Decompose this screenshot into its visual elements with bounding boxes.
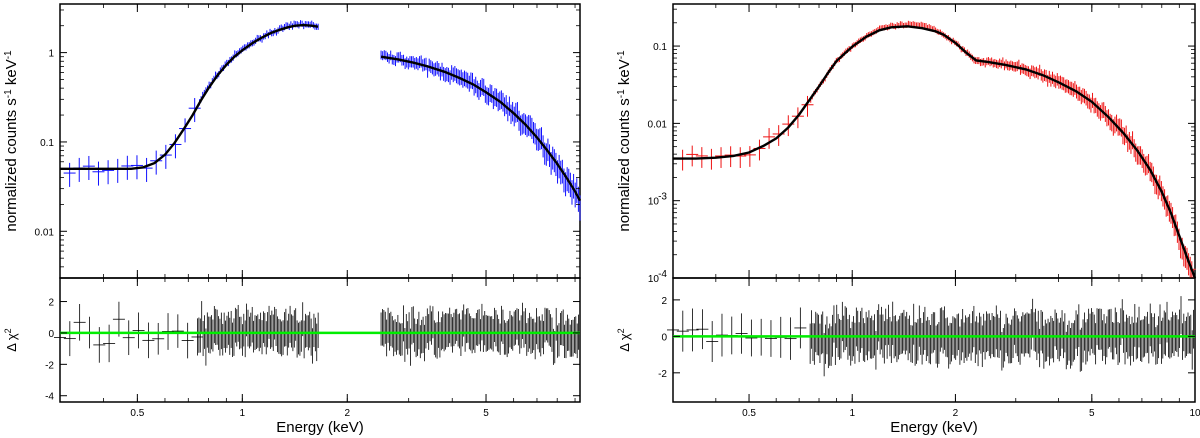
x-tick-label: 1 <box>240 408 246 419</box>
y-tick-exponent: -3 <box>658 192 667 203</box>
spectrum-data-points <box>63 20 581 221</box>
y-tick-label: 1 <box>48 49 54 60</box>
residual-axis-title-sup: 2 <box>616 328 626 333</box>
y-axis-title-part: -1 <box>616 89 627 98</box>
left-spectrum-panel: 0.01 0.1 1 -4 -2 0 2 0.5 1 2 5 Energy (keV) normaliz… <box>3 3 582 436</box>
residual-y-tick-label: -4 <box>45 392 54 403</box>
y-axis-title-part: keV <box>616 59 633 89</box>
y-axis-title-part: -1 <box>616 50 627 59</box>
y-axis-title-part: normalized counts s <box>3 98 20 231</box>
y-tick-label: 0.01 <box>648 119 668 130</box>
residual-axis-title: Δ χ2 <box>3 328 19 351</box>
residual-y-tick-label: -2 <box>658 369 667 380</box>
y-axis-title-part: -1 <box>3 50 14 59</box>
y-axis-title: normalized counts s-1 keV-1 <box>616 50 634 232</box>
x-tick-label: 2 <box>953 408 959 419</box>
x-tick-label: 5 <box>1089 408 1095 419</box>
x-tick-label: 0.5 <box>130 408 144 419</box>
model-curve <box>60 23 319 170</box>
x-tick-label: 1 <box>849 408 855 419</box>
y-axis-title-part: normalized counts s <box>616 98 633 231</box>
spectrum-plot-frame <box>59 3 581 279</box>
residual-y-tick-label: 0 <box>48 329 54 340</box>
y-axis-title-part: -1 <box>3 89 14 98</box>
x-axis-title: Energy (keV) <box>276 419 364 436</box>
residual-y-tick-label: 2 <box>48 298 54 309</box>
residual-y-tick-label: 0 <box>661 332 667 343</box>
y-tick-label: 0.1 <box>653 42 667 53</box>
y-tick-label: 0.1 <box>40 138 54 149</box>
spectrum-plot-frame <box>672 3 1196 279</box>
model-curve <box>673 25 1197 279</box>
x-axis-title: Energy (keV) <box>890 419 978 436</box>
y-axis-title-part: keV <box>3 59 20 89</box>
y-tick-exponent: -4 <box>658 269 667 280</box>
residual-axis-title: Δ χ2 <box>616 328 632 351</box>
x-tick-label: 0.5 <box>742 408 756 419</box>
residual-y-tick-label: 2 <box>661 296 667 307</box>
residual-axis-title-main: Δ χ <box>4 333 19 352</box>
x-tick-label: 5 <box>483 408 489 419</box>
residual-axis-title-main: Δ χ <box>617 333 632 352</box>
residual-y-tick-label: -2 <box>45 360 54 371</box>
y-tick-label: 0.01 <box>35 227 55 238</box>
x-tick-label: 2 <box>344 408 350 419</box>
y-tick-label: 10 <box>648 274 660 285</box>
residual-axis-title-sup: 2 <box>3 328 13 333</box>
y-tick-label: 10 <box>648 197 660 208</box>
y-axis-title: normalized counts s-1 keV-1 <box>3 50 21 232</box>
x-tick-label: 10 <box>1189 408 1200 419</box>
residual-plot-frame <box>59 277 581 403</box>
model-curve <box>380 55 582 202</box>
